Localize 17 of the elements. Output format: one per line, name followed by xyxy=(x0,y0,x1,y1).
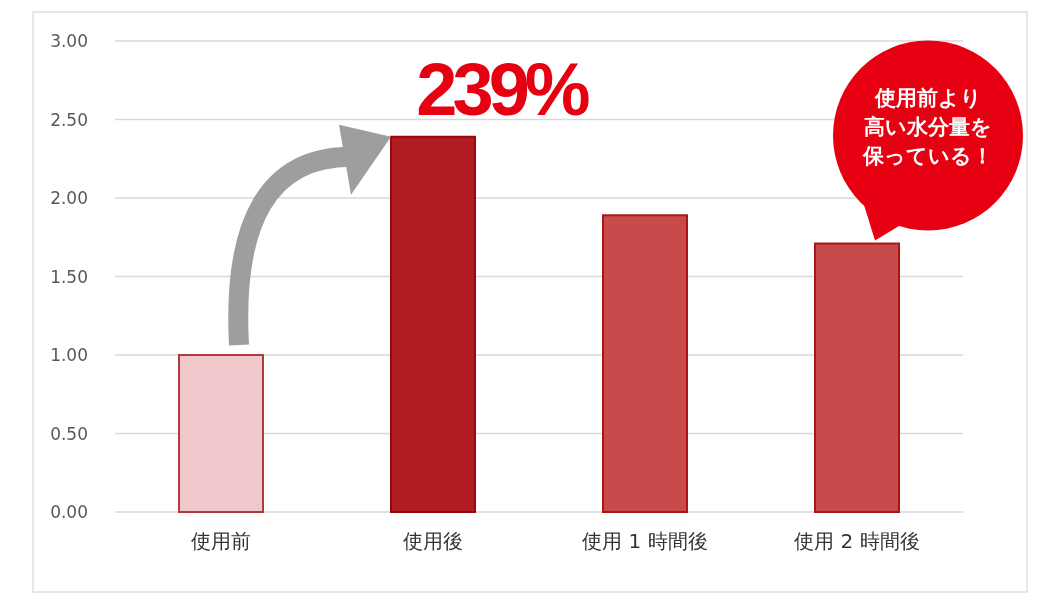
y-tick-label: 2.00 xyxy=(50,188,88,208)
x-tick-label: 使用 1 時間後 xyxy=(582,529,708,553)
y-tick-label: 2.50 xyxy=(50,109,88,130)
y-tick-label: 3.00 xyxy=(50,31,88,51)
y-tick-label: 0.50 xyxy=(50,423,88,444)
y-tick-label: 1.00 xyxy=(50,345,88,365)
bar xyxy=(814,242,900,513)
x-tick-label: 使用前 xyxy=(191,529,251,553)
annotation: 使用前より高い水分量を保っている！ xyxy=(862,85,993,168)
bar xyxy=(178,354,264,513)
annotation: 239% xyxy=(416,47,586,131)
bar xyxy=(602,214,688,513)
y-tick-label: 0.00 xyxy=(50,502,88,522)
y-tick-label: 1.50 xyxy=(50,266,88,287)
bar xyxy=(390,135,476,513)
x-tick-label: 使用後 xyxy=(403,529,463,553)
x-tick-label: 使用 2 時間後 xyxy=(794,529,920,553)
